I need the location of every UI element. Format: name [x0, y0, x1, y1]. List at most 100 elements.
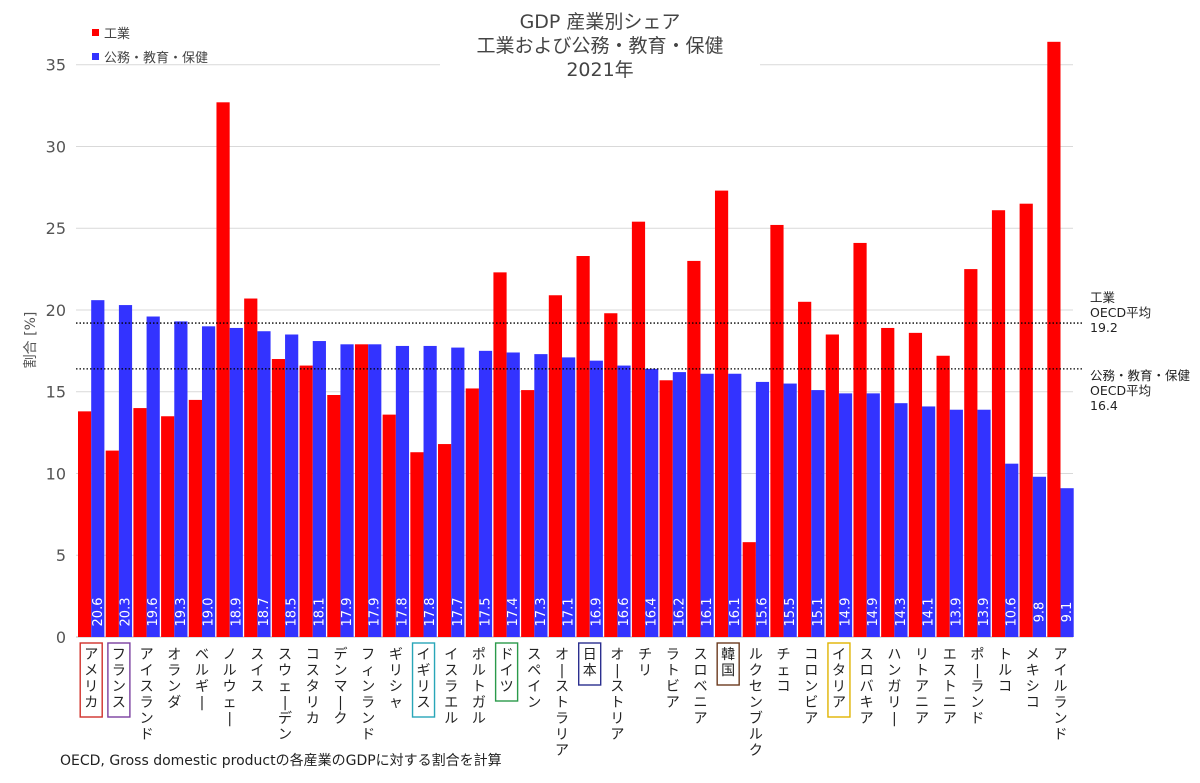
bar-industry [271, 359, 286, 637]
x-tick-label: スロバキア [860, 647, 874, 727]
industry-average-label-line-1: 工業 [1090, 290, 1116, 305]
chart-title-line-1: GDP 産業別シェア [519, 11, 681, 33]
bar-public [368, 344, 382, 637]
data-label-public: 14.9 [839, 598, 854, 627]
industry-average-label: 工業 OECD平均 19.2 [1090, 290, 1151, 335]
bar-industry [354, 344, 369, 637]
x-tick-label: メキシコ [1026, 647, 1040, 711]
bar-public [755, 381, 770, 637]
bar-public [645, 368, 659, 637]
x-tick-label: アイルランド [1054, 647, 1068, 743]
bar-industry [576, 256, 590, 637]
y-tick-label: 20 [46, 301, 66, 320]
bar-industry [105, 450, 119, 637]
data-label-public: 9.1 [1060, 602, 1075, 623]
bar-public [562, 357, 576, 637]
category-highlight-box [411, 642, 436, 718]
bar-industry [521, 390, 535, 637]
bar-industry [299, 365, 313, 637]
category-highlight-box [578, 642, 602, 686]
legend-item-industry: 工業 [92, 20, 208, 44]
x-tick-label: スウェ|デン [278, 647, 292, 743]
y-tick-label: 15 [46, 383, 66, 402]
bar-industry [161, 416, 175, 637]
category-highlight-box [79, 642, 103, 718]
data-label-public: 14.9 [866, 598, 881, 627]
data-label-public: 17.8 [395, 598, 410, 627]
y-tick-label: 5 [56, 546, 66, 565]
legend-swatch-public [92, 52, 99, 60]
bar-industry [825, 334, 839, 637]
bar-industry [770, 224, 784, 637]
data-label-public: 17.8 [423, 598, 438, 627]
data-label-public: 14.1 [922, 598, 937, 627]
bar-public [672, 372, 686, 637]
industry-average-label-line-3: 19.2 [1090, 320, 1118, 335]
data-label-public: 17.9 [340, 598, 355, 627]
x-tick-label: エストニア [943, 647, 957, 727]
data-label-public: 16.4 [645, 598, 660, 627]
bar-industry [493, 272, 507, 637]
y-axis-label: 割合 [%] [22, 312, 39, 369]
legend-item-public: 公務・教育・保健 [92, 44, 208, 68]
bar-industry [604, 313, 618, 637]
bar-public [1032, 476, 1047, 637]
bar-industry [991, 210, 1006, 637]
x-tick-label: ポ|ランド [970, 647, 984, 727]
data-label-public: 15.1 [811, 598, 826, 627]
bar-industry [908, 332, 923, 637]
legend-label-industry: 工業 [104, 26, 131, 42]
x-tick-label: コスタリカ [306, 647, 320, 727]
bar-public [534, 354, 548, 637]
bar-public [118, 305, 133, 637]
bar-public [1060, 488, 1074, 637]
x-tick-label: スペイン [527, 647, 541, 711]
bar-industry [216, 102, 230, 638]
category-highlight-box [716, 642, 740, 686]
bar-public [395, 345, 410, 637]
x-tick-label: リトアニア [915, 647, 929, 727]
bar-public [146, 316, 160, 637]
bar-public [229, 327, 243, 637]
bar-industry [881, 327, 895, 637]
bar-public [312, 341, 326, 637]
y-tick-label: 30 [46, 137, 66, 156]
category-highlight-box [827, 642, 851, 718]
bar-public [589, 360, 603, 637]
bar-industry [1019, 203, 1033, 637]
legend-label-public: 公務・教育・保健 [104, 50, 209, 66]
data-label-public: 18.1 [312, 598, 327, 627]
bar-industry [410, 452, 424, 637]
public-average-label: 公務・教育・保健 OECD平均 16.4 [1090, 368, 1190, 413]
bar-industry [133, 408, 147, 637]
bar-industry [438, 444, 452, 637]
data-label-public: 15.5 [783, 598, 798, 627]
bar-public [423, 345, 437, 637]
x-tick-label: コロンビア [804, 647, 818, 727]
bar-industry [798, 301, 812, 637]
bar-industry [631, 221, 646, 638]
x-tick-label: ポルトガル [472, 647, 486, 727]
bar-industry [714, 190, 729, 638]
x-tick-label: ギリシャ [389, 647, 403, 711]
bar-public [257, 331, 271, 637]
data-label-public: 19.0 [202, 598, 217, 627]
data-label-public: 14.3 [894, 598, 909, 627]
data-label-public: 17.9 [368, 598, 383, 627]
bar-public [506, 352, 520, 637]
legend: 工業 公務・教育・保健 [92, 20, 208, 68]
data-label-public: 17.7 [451, 598, 466, 627]
bar-industry [244, 298, 258, 637]
bar-industry [188, 399, 202, 637]
bar-industry [853, 242, 867, 637]
chart-title-line-2: 工業および公務・教育・保健 [476, 35, 724, 57]
chart-title-line-3: 2021年 [566, 59, 634, 81]
data-label-public: 16.1 [728, 598, 743, 627]
bar-industry [659, 380, 673, 637]
bar-public [91, 300, 105, 637]
data-label-public: 17.4 [506, 598, 521, 627]
x-tick-label: ベルギ| [195, 647, 209, 711]
data-label-public: 17.3 [534, 598, 549, 627]
data-label-public: 16.6 [617, 598, 632, 627]
